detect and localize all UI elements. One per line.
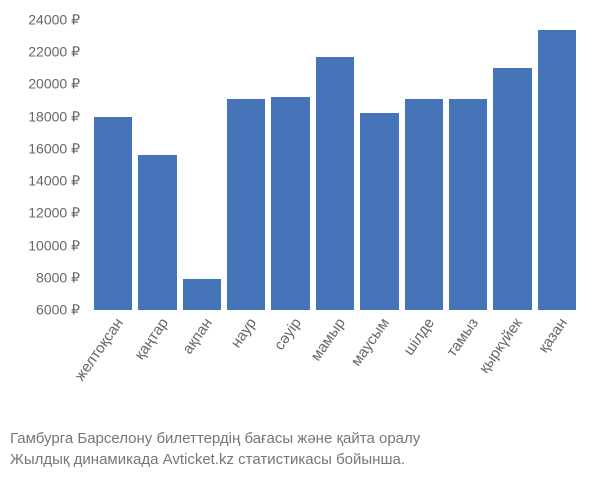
- x-label-slot: қыркүйек: [493, 315, 531, 425]
- bar: [138, 155, 176, 310]
- chart-plot-area: [90, 20, 580, 310]
- y-tick-label: 16000 ₽: [28, 140, 80, 157]
- x-tick-label: қаңтар: [131, 315, 172, 363]
- bar: [94, 117, 132, 310]
- bar: [227, 99, 265, 310]
- x-label-slot: шілде: [405, 315, 443, 425]
- x-label-slot: қазан: [538, 315, 576, 425]
- x-label-slot: сәуір: [271, 315, 309, 425]
- x-tick-label: желтоқсан: [72, 315, 127, 384]
- x-tick-label: сәуір: [271, 315, 305, 353]
- bar: [316, 57, 354, 310]
- bar: [183, 279, 221, 310]
- x-label-slot: желтоқсан: [94, 315, 132, 425]
- bar: [538, 30, 576, 310]
- y-tick-label: 22000 ₽: [28, 44, 80, 61]
- x-tick-label: маусым: [348, 315, 393, 369]
- x-axis-labels: желтоқсанқаңтарақпаннаурсәуірмамырмаусым…: [90, 315, 580, 425]
- caption-line-2: Жылдық динамикада Avticket.kz статистика…: [10, 449, 590, 470]
- x-label-slot: маусым: [360, 315, 398, 425]
- x-tick-label: қазан: [535, 315, 571, 356]
- x-label-slot: қаңтар: [138, 315, 176, 425]
- bar: [405, 99, 443, 310]
- x-label-slot: ақпан: [183, 315, 221, 425]
- x-tick-label: ақпан: [179, 315, 216, 357]
- y-tick-label: 20000 ₽: [28, 76, 80, 93]
- bars-container: [90, 20, 580, 310]
- bar: [449, 99, 487, 310]
- chart-caption: Гамбурга Барселону билеттердің бағасы жә…: [10, 428, 590, 470]
- x-tick-label: шілде: [400, 315, 438, 359]
- y-tick-label: 24000 ₽: [28, 12, 80, 29]
- y-tick-label: 12000 ₽: [28, 205, 80, 222]
- x-label-slot: наур: [227, 315, 265, 425]
- y-tick-label: 14000 ₽: [28, 173, 80, 190]
- y-axis: 6000 ₽8000 ₽10000 ₽12000 ₽14000 ₽16000 ₽…: [0, 20, 85, 310]
- y-tick-label: 8000 ₽: [36, 269, 80, 286]
- x-tick-label: тамыз: [443, 315, 482, 360]
- bar: [360, 113, 398, 310]
- y-tick-label: 18000 ₽: [28, 108, 80, 125]
- x-tick-label: мамыр: [307, 315, 349, 364]
- y-tick-label: 10000 ₽: [28, 237, 80, 254]
- caption-line-1: Гамбурга Барселону билеттердің бағасы жә…: [10, 428, 590, 449]
- x-label-slot: мамыр: [316, 315, 354, 425]
- bar: [493, 68, 531, 310]
- x-tick-label: наур: [228, 315, 260, 351]
- bar: [271, 97, 309, 310]
- y-tick-label: 6000 ₽: [36, 302, 80, 319]
